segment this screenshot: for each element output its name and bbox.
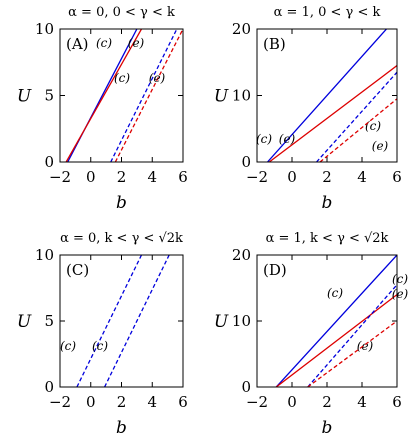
x-tick-label: 4 bbox=[357, 393, 367, 411]
series-line-blue-solid bbox=[267, 29, 387, 162]
series-line-red-solid bbox=[275, 294, 397, 387]
panel-title: α = 1, 0 < γ < k bbox=[274, 5, 381, 20]
panel-label: (B) bbox=[263, 35, 286, 53]
series-line-red-dashed bbox=[307, 320, 397, 387]
x-tick-label: 4 bbox=[357, 168, 367, 186]
series-line-blue-dashed bbox=[316, 71, 397, 162]
y-axis-label: U bbox=[214, 312, 229, 332]
series-line-blue-dashed bbox=[104, 255, 170, 387]
x-tick-label: 4 bbox=[147, 168, 157, 186]
y-tick-label: 10 bbox=[232, 87, 251, 105]
x-tick-label: 2 bbox=[117, 168, 127, 186]
y-axis-label: U bbox=[17, 312, 32, 332]
series-line-red-dashed bbox=[319, 98, 397, 162]
series-label: (c) bbox=[392, 272, 408, 286]
series-line-blue-dashed bbox=[307, 284, 397, 387]
panel-title: α = 1, k < γ < √2k bbox=[266, 231, 389, 246]
x-tick-label: 2 bbox=[322, 168, 332, 186]
x-tick-label: 0 bbox=[287, 393, 297, 411]
x-tick-label: 6 bbox=[178, 393, 188, 411]
x-tick-label: 6 bbox=[178, 168, 188, 186]
series-label: (e) bbox=[128, 36, 145, 50]
x-axis-label: b bbox=[116, 418, 127, 438]
x-axis-label: b bbox=[322, 193, 333, 213]
panel-label: (D) bbox=[263, 261, 287, 279]
series-label: (c) bbox=[96, 36, 112, 50]
x-tick-label: −2 bbox=[246, 168, 268, 186]
x-tick-label: 0 bbox=[287, 168, 297, 186]
series-line-blue-solid bbox=[275, 255, 397, 387]
x-tick-label: −2 bbox=[49, 168, 71, 186]
series-label: (e) bbox=[149, 71, 166, 85]
x-tick-label: 0 bbox=[86, 393, 96, 411]
x-axis-label: b bbox=[322, 418, 333, 438]
series-label: (c) bbox=[256, 132, 272, 146]
y-tick-label: 0 bbox=[241, 378, 251, 396]
y-tick-label: 10 bbox=[35, 246, 54, 264]
x-tick-label: 6 bbox=[392, 168, 402, 186]
y-axis-label: U bbox=[214, 87, 229, 107]
series-label: (c) bbox=[365, 119, 381, 133]
x-tick-label: 6 bbox=[392, 393, 402, 411]
x-tick-label: −2 bbox=[246, 393, 268, 411]
panel-label: (A) bbox=[66, 35, 89, 53]
x-axis-label: b bbox=[116, 193, 127, 213]
y-tick-label: 10 bbox=[35, 20, 54, 38]
series-label: (e) bbox=[372, 139, 389, 153]
y-tick-label: 5 bbox=[44, 87, 54, 105]
y-tick-label: 0 bbox=[44, 378, 54, 396]
x-tick-label: −2 bbox=[49, 393, 71, 411]
panel-label: (C) bbox=[66, 261, 89, 279]
x-tick-label: 2 bbox=[117, 393, 127, 411]
y-tick-label: 0 bbox=[241, 153, 251, 171]
x-tick-label: 4 bbox=[147, 393, 157, 411]
y-tick-label: 10 bbox=[232, 312, 251, 330]
series-label: (e) bbox=[392, 287, 409, 301]
series-label: (e) bbox=[357, 339, 374, 353]
series-line-red-solid bbox=[65, 29, 143, 162]
series-label: (c) bbox=[327, 286, 343, 300]
series-line-blue-dashed bbox=[110, 29, 178, 162]
series-label: (c) bbox=[92, 339, 108, 353]
series-label: (c) bbox=[60, 339, 76, 353]
y-axis-label: U bbox=[17, 87, 32, 107]
series-label: (c) bbox=[114, 71, 130, 85]
series-line-red-solid bbox=[268, 65, 397, 162]
series-label: (e) bbox=[279, 132, 296, 146]
y-tick-label: 20 bbox=[232, 20, 251, 38]
y-tick-label: 5 bbox=[44, 312, 54, 330]
x-tick-label: 2 bbox=[322, 393, 332, 411]
series-line-red-dashed bbox=[114, 29, 183, 162]
x-tick-label: 0 bbox=[86, 168, 96, 186]
panel-title: α = 0, 0 < γ < k bbox=[68, 5, 175, 20]
y-tick-label: 20 bbox=[232, 246, 251, 264]
series-line-blue-dashed bbox=[76, 255, 143, 387]
panel-title: α = 0, k < γ < √2k bbox=[60, 231, 183, 246]
y-tick-label: 0 bbox=[44, 153, 54, 171]
